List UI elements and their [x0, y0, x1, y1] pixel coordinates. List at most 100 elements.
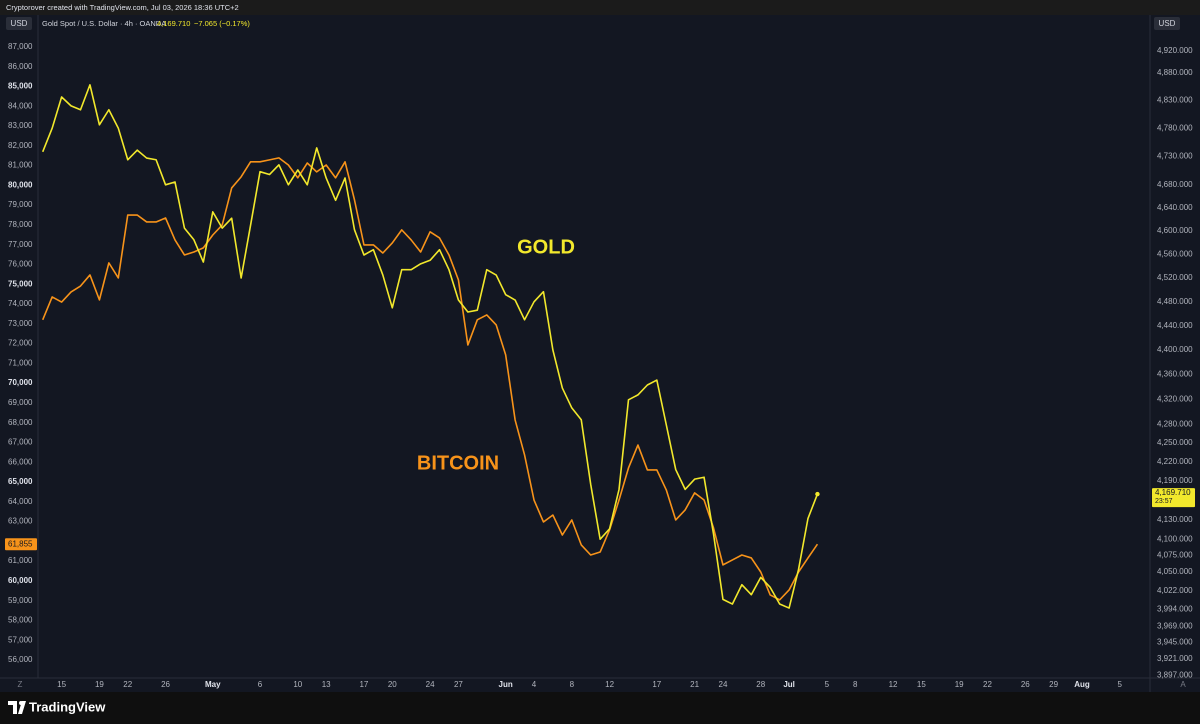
x-tick-label: Jul: [783, 680, 795, 689]
y-tick-label: 86,000: [8, 62, 33, 71]
x-tick-label: 12: [889, 680, 898, 689]
y2-tick-label: 4,190.000: [1157, 476, 1193, 485]
x-tick-label: 6: [258, 680, 263, 689]
y-tick-label: 87,000: [8, 42, 33, 51]
scale-button[interactable]: Z: [18, 680, 23, 689]
y2-tick-label: 4,075.000: [1157, 551, 1193, 560]
x-tick-label: 17: [359, 680, 368, 689]
scale-button[interactable]: A: [1180, 680, 1186, 689]
x-tick-label: 5: [825, 680, 830, 689]
x-tick-label: 27: [454, 680, 463, 689]
last-point: [815, 491, 820, 497]
y-tick-label: 76,000: [8, 260, 33, 269]
y-tick-label: 77,000: [8, 240, 33, 249]
y2-tick-label: 4,520.000: [1157, 273, 1193, 282]
y2-tick-label: 4,480.000: [1157, 297, 1193, 306]
y-tick-label: 82,000: [8, 141, 33, 150]
brand: TradingView: [29, 699, 106, 714]
y-tick-label: 61,000: [8, 556, 33, 565]
x-tick-label: 22: [983, 680, 992, 689]
y-tick-label: 85,000: [8, 82, 33, 91]
y-tick-label: 59,000: [8, 596, 33, 605]
chart-panel: [0, 15, 1200, 692]
y-tick-label: 56,000: [8, 655, 33, 664]
logo: [8, 701, 26, 714]
y-tick-label: 79,000: [8, 200, 33, 209]
x-tick-label: 4: [532, 680, 537, 689]
x-tick-label: 12: [605, 680, 614, 689]
x-tick-label: 29: [1049, 680, 1058, 689]
header-change: −7.065 (−0.17%): [194, 19, 250, 28]
x-tick-label: Jun: [499, 680, 513, 689]
credit: Cryptorover created with TradingView.com…: [6, 3, 239, 12]
countdown: 23:57: [1155, 498, 1173, 505]
y2-tick-label: 3,897.000: [1157, 670, 1193, 679]
y-tick-label: 69,000: [8, 398, 33, 407]
x-tick-label: 22: [123, 680, 132, 689]
y2-tick-label: 4,880.000: [1157, 68, 1193, 77]
y2-unit-box: [1154, 17, 1180, 30]
y2-tick-label: 4,050.000: [1157, 567, 1193, 576]
y-tick-label: 81,000: [8, 161, 33, 170]
x-tick-label: 19: [955, 680, 964, 689]
y2-tick-label: 4,280.000: [1157, 419, 1193, 428]
y-tick-label: 78,000: [8, 220, 33, 229]
x-tick-label: 13: [322, 680, 331, 689]
x-tick-label: 15: [917, 680, 926, 689]
y-tick-label: 58,000: [8, 616, 33, 625]
x-tick-label: 5: [1118, 680, 1123, 689]
y2-tick-label: 4,780.000: [1157, 123, 1193, 132]
y2-tick-label: 3,969.000: [1157, 621, 1193, 630]
x-tick-label: 8: [570, 680, 575, 689]
price-badge-label: 4,169.710: [1155, 488, 1191, 497]
y2-tick-label: 4,400.000: [1157, 345, 1193, 354]
x-tick-label: May: [205, 680, 221, 689]
series-line: [41, 84, 819, 609]
y-tick-label: 73,000: [8, 319, 33, 328]
y2-tick-label: 4,130.000: [1157, 515, 1193, 524]
price-badge: [1152, 488, 1195, 508]
y2-tick-label: 4,100.000: [1157, 534, 1193, 543]
x-tick-label: 8: [853, 680, 858, 689]
y-tick-label: 71,000: [8, 358, 33, 367]
y-tick-label: 63,000: [8, 517, 33, 526]
x-tick-label: 20: [388, 680, 397, 689]
y-tick-label: 70,000: [8, 378, 33, 387]
x-tick-label: 15: [57, 680, 66, 689]
y-tick-label: 67,000: [8, 438, 33, 447]
y2-tick-label: 3,945.000: [1157, 638, 1193, 647]
y-tick-label: 74,000: [8, 299, 33, 308]
x-tick-label: Aug: [1074, 680, 1090, 689]
x-tick-label: 24: [426, 680, 435, 689]
y-tick-label: 83,000: [8, 121, 33, 130]
x-tick-label: 19: [95, 680, 104, 689]
y2-tick-label: 4,680.000: [1157, 180, 1193, 189]
y-tick-label: 65,000: [8, 477, 33, 486]
y2-tick-label: 4,022.000: [1157, 586, 1193, 595]
y2-tick-label: 4,830.000: [1157, 95, 1193, 104]
y2-tick-label: 4,250.000: [1157, 438, 1193, 447]
price-badge: [5, 538, 37, 551]
y2-tick-label: 4,920.000: [1157, 46, 1193, 55]
logo-dot: [19, 701, 23, 705]
y-tick-label: 57,000: [8, 635, 33, 644]
x-tick-label: 26: [161, 680, 170, 689]
y-tick-label: 75,000: [8, 279, 33, 288]
y2-tick-label: 3,921.000: [1157, 654, 1193, 663]
y-tick-label: 84,000: [8, 101, 33, 110]
y2-tick-label: 4,360.000: [1157, 370, 1193, 379]
y-tick-label: 68,000: [8, 418, 33, 427]
y-unit-box: [6, 17, 32, 30]
y2-tick-label: 4,640.000: [1157, 203, 1193, 212]
series-line: [41, 157, 819, 601]
y-tick-label: 72,000: [8, 339, 33, 348]
chart-title: Gold Spot / U.S. Dollar · 4h · OANDA: [42, 19, 166, 28]
price-badge-label: 61,855: [8, 539, 33, 548]
footer-bar: [0, 692, 1200, 724]
y2-tick-label: 4,440.000: [1157, 321, 1193, 330]
y2-tick-label: 4,560.000: [1157, 250, 1193, 259]
y-tick-label: 64,000: [8, 497, 33, 506]
y2-unit: USD: [1159, 19, 1176, 28]
top-bar: [0, 0, 1200, 15]
